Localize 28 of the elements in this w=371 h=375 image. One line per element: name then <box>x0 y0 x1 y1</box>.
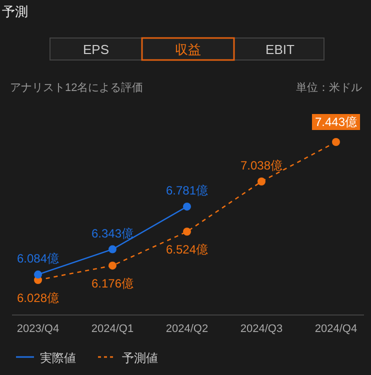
point <box>332 138 340 146</box>
data-label: 6.028億 <box>16 291 60 305</box>
x-tick-label: 2023/Q4 <box>16 323 60 335</box>
data-label: 6.084億 <box>16 252 60 266</box>
text: 単位：米ドル <box>296 81 362 94</box>
data-label: 6.781億 <box>166 184 208 198</box>
data-label: 6.176億 <box>91 276 134 291</box>
data-label: 7.443億 <box>314 115 358 129</box>
x-tick-label: 2024/Q4 <box>314 323 358 335</box>
legend-label: 予測値 <box>122 351 158 365</box>
point <box>183 202 191 211</box>
chart-subtitle: アナリスト12名による評価 <box>10 81 144 94</box>
point <box>108 262 116 270</box>
legend-label: 実際値 <box>40 351 76 365</box>
data-label: 6.343億 <box>91 226 134 240</box>
point <box>183 228 191 236</box>
chart-title: 予測 <box>2 4 28 19</box>
point <box>108 245 116 254</box>
x-tick-label: 2024/Q1 <box>91 323 134 335</box>
x-tick-label: 2024/Q2 <box>166 323 208 335</box>
data-label: 6.524億 <box>166 242 208 257</box>
data-label: 7.038億 <box>240 158 283 172</box>
x-tick-label: 2024/Q3 <box>240 323 283 335</box>
text: 収益 <box>175 42 201 57</box>
text: EPS <box>82 42 110 57</box>
point <box>34 270 42 279</box>
point <box>258 178 266 186</box>
text: EBIT <box>266 42 294 57</box>
